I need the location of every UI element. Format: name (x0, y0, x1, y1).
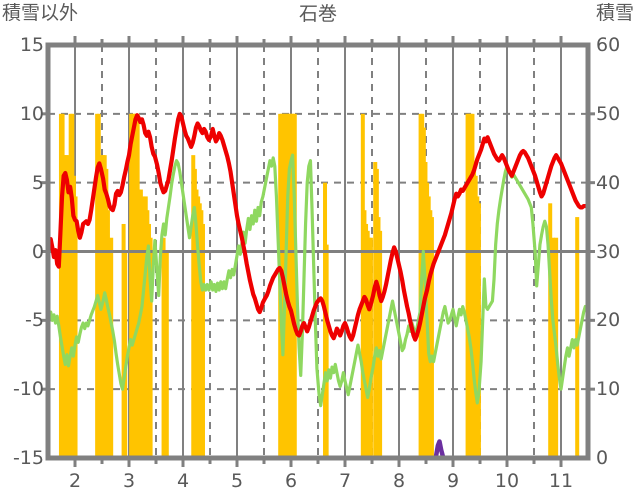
right-axis-title: 積雪 (595, 2, 634, 24)
x-tick-label: 8 (392, 470, 406, 492)
left-tick-label: 15 (19, 34, 44, 56)
x-tick-label: 9 (446, 470, 460, 492)
x-tick-label: 10 (494, 470, 520, 492)
x-tick-label: 4 (176, 470, 190, 492)
max-temp-line (46, 111, 590, 342)
right-tick-label: 60 (596, 34, 621, 56)
right-tick-label: 20 (596, 309, 621, 332)
x-tick-label: 11 (548, 470, 574, 492)
left-tick-label: -5 (25, 309, 44, 332)
left-tick-label: 5 (31, 171, 44, 194)
axis-ticks (41, 36, 595, 467)
left-tick-label: 0 (31, 240, 44, 263)
left-tick-label: 10 (19, 102, 44, 125)
x-tick-label: 7 (338, 470, 352, 492)
x-tick-label: 3 (122, 470, 136, 492)
left-tick-label: -10 (12, 378, 44, 401)
left-tick-label: -15 (12, 447, 44, 469)
right-tick-label: 50 (596, 102, 621, 125)
x-tick-label: 2 (68, 470, 82, 492)
chart-title: 石巻 (298, 3, 337, 25)
right-tick-label: 40 (596, 171, 621, 194)
x-tick-label: 6 (284, 470, 298, 492)
right-tick-label: 10 (596, 378, 621, 401)
precipitation-bars (58, 113, 580, 459)
right-tick-label: 30 (596, 240, 621, 263)
right-tick-label: 0 (596, 447, 609, 469)
left-axis-title: 積雪以外 (2, 2, 79, 24)
min-temp-line (47, 153, 589, 408)
x-tick-label: 5 (230, 470, 244, 492)
